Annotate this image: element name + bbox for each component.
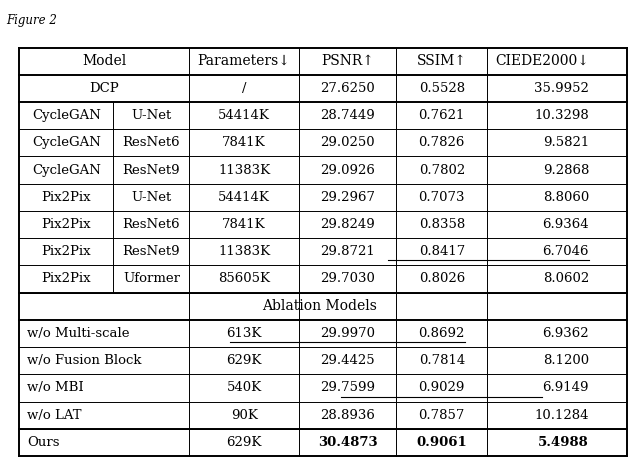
Text: ResNet6: ResNet6 xyxy=(123,218,180,231)
Text: 27.6250: 27.6250 xyxy=(320,82,375,95)
Text: 9.2868: 9.2868 xyxy=(543,163,589,177)
Text: 0.7857: 0.7857 xyxy=(419,408,465,422)
Text: w/o MBI: w/o MBI xyxy=(27,381,84,394)
Text: 9.5821: 9.5821 xyxy=(543,136,589,149)
Text: 0.8692: 0.8692 xyxy=(419,327,465,340)
Text: 28.7449: 28.7449 xyxy=(320,109,375,122)
Text: 0.7814: 0.7814 xyxy=(419,354,465,367)
Text: 29.2967: 29.2967 xyxy=(320,191,375,204)
Text: 7841K: 7841K xyxy=(222,218,266,231)
Text: 6.7046: 6.7046 xyxy=(543,245,589,258)
Text: 8.0602: 8.0602 xyxy=(543,273,589,285)
Text: 629K: 629K xyxy=(227,436,262,449)
Text: 54414K: 54414K xyxy=(218,191,270,204)
Text: ResNet9: ResNet9 xyxy=(123,245,180,258)
Text: 0.7073: 0.7073 xyxy=(419,191,465,204)
Text: 29.9970: 29.9970 xyxy=(320,327,375,340)
Text: CIEDE2000↓: CIEDE2000↓ xyxy=(495,54,589,68)
Text: 29.7030: 29.7030 xyxy=(320,273,375,285)
Text: CycleGAN: CycleGAN xyxy=(32,109,100,122)
Text: U-Net: U-Net xyxy=(131,191,172,204)
Text: PSNR↑: PSNR↑ xyxy=(321,54,374,68)
Text: 11383K: 11383K xyxy=(218,163,270,177)
Text: Pix2Pix: Pix2Pix xyxy=(42,191,91,204)
Text: 0.7802: 0.7802 xyxy=(419,163,465,177)
Text: 613K: 613K xyxy=(227,327,262,340)
Text: 90K: 90K xyxy=(231,408,257,422)
Text: 0.8417: 0.8417 xyxy=(419,245,465,258)
Text: Pix2Pix: Pix2Pix xyxy=(42,245,91,258)
Text: 0.8358: 0.8358 xyxy=(419,218,465,231)
Text: w/o Fusion Block: w/o Fusion Block xyxy=(27,354,141,367)
Text: 10.3298: 10.3298 xyxy=(534,109,589,122)
Text: ResNet6: ResNet6 xyxy=(123,136,180,149)
Text: 629K: 629K xyxy=(227,354,262,367)
Text: 54414K: 54414K xyxy=(218,109,270,122)
Text: 540K: 540K xyxy=(227,381,262,394)
Text: 29.0926: 29.0926 xyxy=(320,163,375,177)
Text: 29.4425: 29.4425 xyxy=(320,354,375,367)
Text: DCP: DCP xyxy=(90,82,119,95)
Text: 29.7599: 29.7599 xyxy=(320,381,375,394)
Text: 0.7826: 0.7826 xyxy=(419,136,465,149)
Text: 0.8026: 0.8026 xyxy=(419,273,465,285)
Text: w/o LAT: w/o LAT xyxy=(27,408,81,422)
Text: CycleGAN: CycleGAN xyxy=(32,163,100,177)
Text: 30.4873: 30.4873 xyxy=(317,436,378,449)
Text: Figure 2: Figure 2 xyxy=(6,14,57,27)
Text: 8.1200: 8.1200 xyxy=(543,354,589,367)
Text: 0.9029: 0.9029 xyxy=(419,381,465,394)
Text: ResNet9: ResNet9 xyxy=(123,163,180,177)
Text: 6.9364: 6.9364 xyxy=(543,218,589,231)
Text: U-Net: U-Net xyxy=(131,109,172,122)
Text: 7841K: 7841K xyxy=(222,136,266,149)
Text: 0.5528: 0.5528 xyxy=(419,82,465,95)
Text: Ablation Models: Ablation Models xyxy=(262,299,378,313)
Text: 29.0250: 29.0250 xyxy=(320,136,375,149)
Text: CycleGAN: CycleGAN xyxy=(32,136,100,149)
Text: 5.4988: 5.4988 xyxy=(538,436,589,449)
Text: 29.8249: 29.8249 xyxy=(320,218,375,231)
Text: 0.9061: 0.9061 xyxy=(417,436,467,449)
Text: 35.9952: 35.9952 xyxy=(534,82,589,95)
Text: 0.7621: 0.7621 xyxy=(419,109,465,122)
Text: SSIM↑: SSIM↑ xyxy=(417,54,467,68)
Text: Model: Model xyxy=(82,54,127,68)
Text: 29.8721: 29.8721 xyxy=(320,245,375,258)
Text: Uformer: Uformer xyxy=(123,273,180,285)
Text: w/o Multi-scale: w/o Multi-scale xyxy=(27,327,129,340)
Text: Pix2Pix: Pix2Pix xyxy=(42,273,91,285)
Text: 6.9149: 6.9149 xyxy=(543,381,589,394)
Text: Pix2Pix: Pix2Pix xyxy=(42,218,91,231)
Text: Parameters↓: Parameters↓ xyxy=(198,54,291,68)
Text: 6.9362: 6.9362 xyxy=(543,327,589,340)
Text: 11383K: 11383K xyxy=(218,245,270,258)
Text: 85605K: 85605K xyxy=(218,273,270,285)
Text: 28.8936: 28.8936 xyxy=(320,408,375,422)
Text: 8.8060: 8.8060 xyxy=(543,191,589,204)
Text: 10.1284: 10.1284 xyxy=(534,408,589,422)
Text: /: / xyxy=(242,82,246,95)
Text: Ours: Ours xyxy=(27,436,60,449)
